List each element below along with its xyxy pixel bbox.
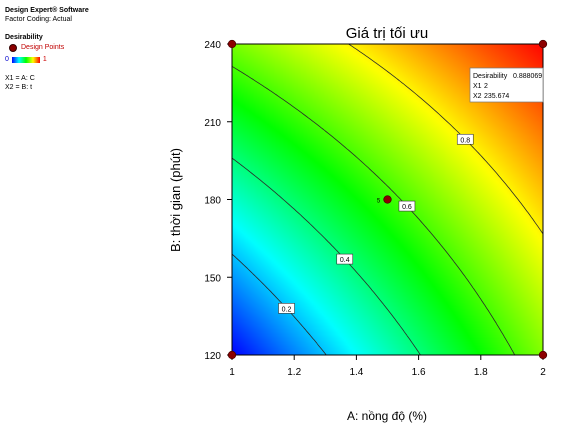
x-tick-label: 2 xyxy=(540,367,546,378)
y-tick-label: 240 xyxy=(204,40,221,51)
contour-label-0.8: 0.8 xyxy=(456,133,474,145)
x-axis-label: A: nồng độ (%) xyxy=(347,409,427,423)
tooltip-key: X2 xyxy=(473,93,482,100)
x-tick-label: 1.6 xyxy=(412,367,426,378)
color-scale-bar xyxy=(11,56,40,63)
y-axis: 120 150 180 210 240 xyxy=(204,40,232,362)
optimum-tooltip: Desirability 0.888069 X1 2X2 235.674 xyxy=(469,67,544,103)
design-points-legend: Design Points xyxy=(5,43,89,52)
x-tick-label: 1.8 xyxy=(474,367,488,378)
tooltip-key: X1 xyxy=(473,83,482,90)
x-tick-label: 1.2 xyxy=(287,367,301,378)
x2-assignment: X2 = B: t xyxy=(5,84,33,91)
design-point-label: 5 xyxy=(377,199,381,205)
x-tick-label: 1 xyxy=(229,367,235,378)
y-tick-label: 150 xyxy=(204,273,221,284)
design-point xyxy=(383,195,392,204)
x1-assignment: X1 = A: C xyxy=(5,75,35,82)
tooltip-value: 0.888069 xyxy=(513,73,542,80)
side-panel: Design Expert® Software Factor Coding: A… xyxy=(5,6,89,92)
design-point-icon xyxy=(9,43,17,52)
design-points-label: Design Points xyxy=(21,44,65,51)
design-point xyxy=(538,39,548,49)
y-tick-label: 180 xyxy=(204,196,221,207)
contour-labels: 0.2 0.4 0.6 0.8 xyxy=(278,133,474,314)
design-point xyxy=(227,39,237,49)
response-name: Desirability xyxy=(5,34,43,41)
design-point xyxy=(227,350,237,360)
contour-label-0.4: 0.4 xyxy=(336,253,354,265)
tooltip-key: Desirability xyxy=(473,73,508,80)
scale-max: 1 xyxy=(42,56,47,63)
svg-text:0.4: 0.4 xyxy=(340,257,350,264)
chart-title: Giá trị tối ưu xyxy=(346,25,429,42)
software-name: Design Expert® Software xyxy=(5,7,89,14)
color-scale: 0 1 xyxy=(5,55,89,64)
tooltip-value: 2 xyxy=(484,83,488,90)
x-axis: 1 1.2 1.4 1.6 1.8 2 xyxy=(229,355,546,378)
svg-text:0.8: 0.8 xyxy=(460,137,470,144)
svg-text:0.2: 0.2 xyxy=(282,306,292,313)
y-tick-label: 120 xyxy=(204,351,221,362)
contour-label-0.2: 0.2 xyxy=(278,303,295,314)
factor-assignments: X1 = A: C X2 = B: t xyxy=(5,74,89,92)
x-tick-label: 1.4 xyxy=(349,367,363,378)
tooltip-value: 235.674 xyxy=(484,93,509,100)
factor-coding: Factor Coding: Actual xyxy=(5,16,72,23)
svg-text:0.6: 0.6 xyxy=(402,204,412,211)
y-axis-label: B: thời gian (phút) xyxy=(168,148,183,252)
y-tick-label: 210 xyxy=(204,118,221,129)
contour-label-0.6: 0.6 xyxy=(398,200,416,212)
scale-min: 0 xyxy=(5,56,9,63)
design-point xyxy=(538,350,548,360)
design-points: 5 xyxy=(227,39,548,360)
